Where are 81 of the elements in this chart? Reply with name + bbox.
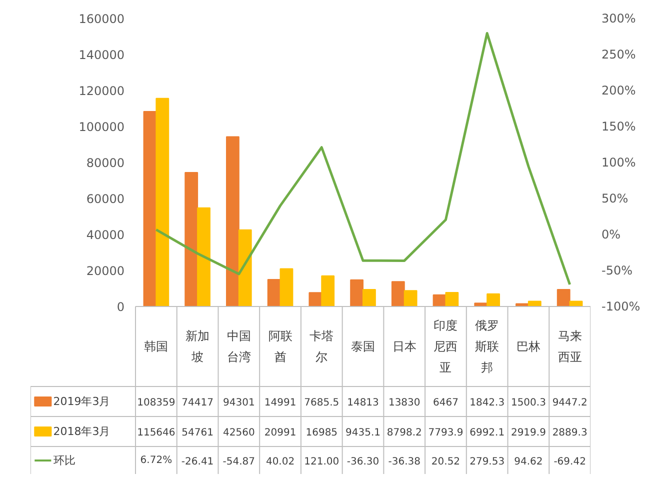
legend-label: 环比 xyxy=(53,454,76,467)
x-tick-label: 卡塔尔 xyxy=(310,329,334,364)
line-series xyxy=(154,32,572,286)
data-label: 1842.3 xyxy=(470,398,505,408)
bar xyxy=(486,293,500,307)
data-label: 279.53 xyxy=(470,456,505,468)
y2-tick-label: 200% xyxy=(602,84,636,98)
data-label: -69.42 xyxy=(554,456,586,468)
data-label: 7685.5 xyxy=(304,398,340,408)
x-tick-label: 阿联酋 xyxy=(268,329,292,364)
data-label: 2919.9 xyxy=(510,428,546,438)
y-tick-label: 80000 xyxy=(86,156,125,170)
data-label: 94301 xyxy=(223,398,255,408)
bar xyxy=(350,279,364,307)
x-tick-label: 巴林 xyxy=(516,340,540,354)
y-tick-label: 100000 xyxy=(78,120,125,134)
y2-tick-label: -100% xyxy=(602,300,640,314)
y-tick-label: 60000 xyxy=(86,192,125,206)
legend-label: 2019年3月 xyxy=(53,395,110,408)
bar xyxy=(267,279,281,307)
data-label: 74417 xyxy=(182,398,214,408)
bar xyxy=(238,229,252,307)
data-label: 7793.9 xyxy=(428,428,464,438)
data-label: 14813 xyxy=(347,398,379,408)
y2-tick-label: 250% xyxy=(602,48,636,62)
data-label: 6992.1 xyxy=(470,428,505,438)
data-label: 16985 xyxy=(306,428,338,438)
data-label: 42560 xyxy=(223,428,255,438)
x-tick-label: 马来西亚 xyxy=(558,329,582,364)
x-tick-label: 印度尼西亚 xyxy=(434,318,458,374)
legend-label: 2018年3月 xyxy=(53,425,110,438)
x-tick-label: 中国台湾 xyxy=(226,329,251,364)
bar xyxy=(556,288,570,307)
data-label: -54.87 xyxy=(222,456,256,468)
y2-tick-label: 0% xyxy=(602,228,621,242)
bar xyxy=(184,172,198,307)
data-label: 8798.2 xyxy=(386,428,422,438)
data-label: -36.30 xyxy=(346,456,380,468)
y-tick-label: 20000 xyxy=(86,264,125,278)
y-tick-label: 160000 xyxy=(78,12,125,26)
data-label: 121.00 xyxy=(304,456,340,468)
y-tick-label: 140000 xyxy=(78,48,125,62)
data-label: 2889.3 xyxy=(552,428,588,438)
bar xyxy=(226,136,240,307)
data-label: 20.52 xyxy=(431,456,460,468)
data-label: 6.72% xyxy=(140,455,172,466)
data-label: 20991 xyxy=(264,428,296,438)
y-tick-label: 40000 xyxy=(86,228,125,242)
bar xyxy=(156,98,170,307)
bar xyxy=(280,268,294,307)
data-label: 9435.1 xyxy=(346,428,381,438)
bar xyxy=(404,290,418,307)
data-label: -26.41 xyxy=(181,456,214,468)
x-tick-label: 日本 xyxy=(392,340,416,354)
x-tick-label: 泰国 xyxy=(351,340,375,354)
data-label: 9447.2 xyxy=(552,398,588,408)
data-label: 54761 xyxy=(182,428,214,438)
bar xyxy=(445,292,459,307)
x-tick-label: 俄罗斯联邦 xyxy=(475,318,500,374)
bar xyxy=(321,275,335,307)
data-label: 115646 xyxy=(137,428,176,438)
y-tick-label: 0 xyxy=(116,300,125,314)
y2-tick-label: 300% xyxy=(602,12,636,26)
bar xyxy=(391,281,405,307)
data-label: 94.62 xyxy=(514,456,543,468)
data-label: 108359 xyxy=(137,398,176,408)
data-label: 40.02 xyxy=(266,456,295,468)
y2-tick-label: 50% xyxy=(602,192,628,206)
y2-tick-label: 150% xyxy=(602,120,636,134)
y-tick-label: 120000 xyxy=(78,84,125,98)
x-tick-label: 新加坡 xyxy=(186,329,210,364)
data-label: 1500.3 xyxy=(510,398,546,408)
data-label: -36.38 xyxy=(388,456,420,468)
data-label: 13830 xyxy=(388,398,420,408)
data-label: 6467 xyxy=(433,398,458,408)
y2-tick-label: -50% xyxy=(602,264,633,278)
bar xyxy=(362,289,376,307)
data-label: 14991 xyxy=(264,398,296,408)
bar xyxy=(197,207,210,307)
x-tick-label: 韩国 xyxy=(144,340,168,354)
y2-tick-label: 100% xyxy=(602,156,636,170)
